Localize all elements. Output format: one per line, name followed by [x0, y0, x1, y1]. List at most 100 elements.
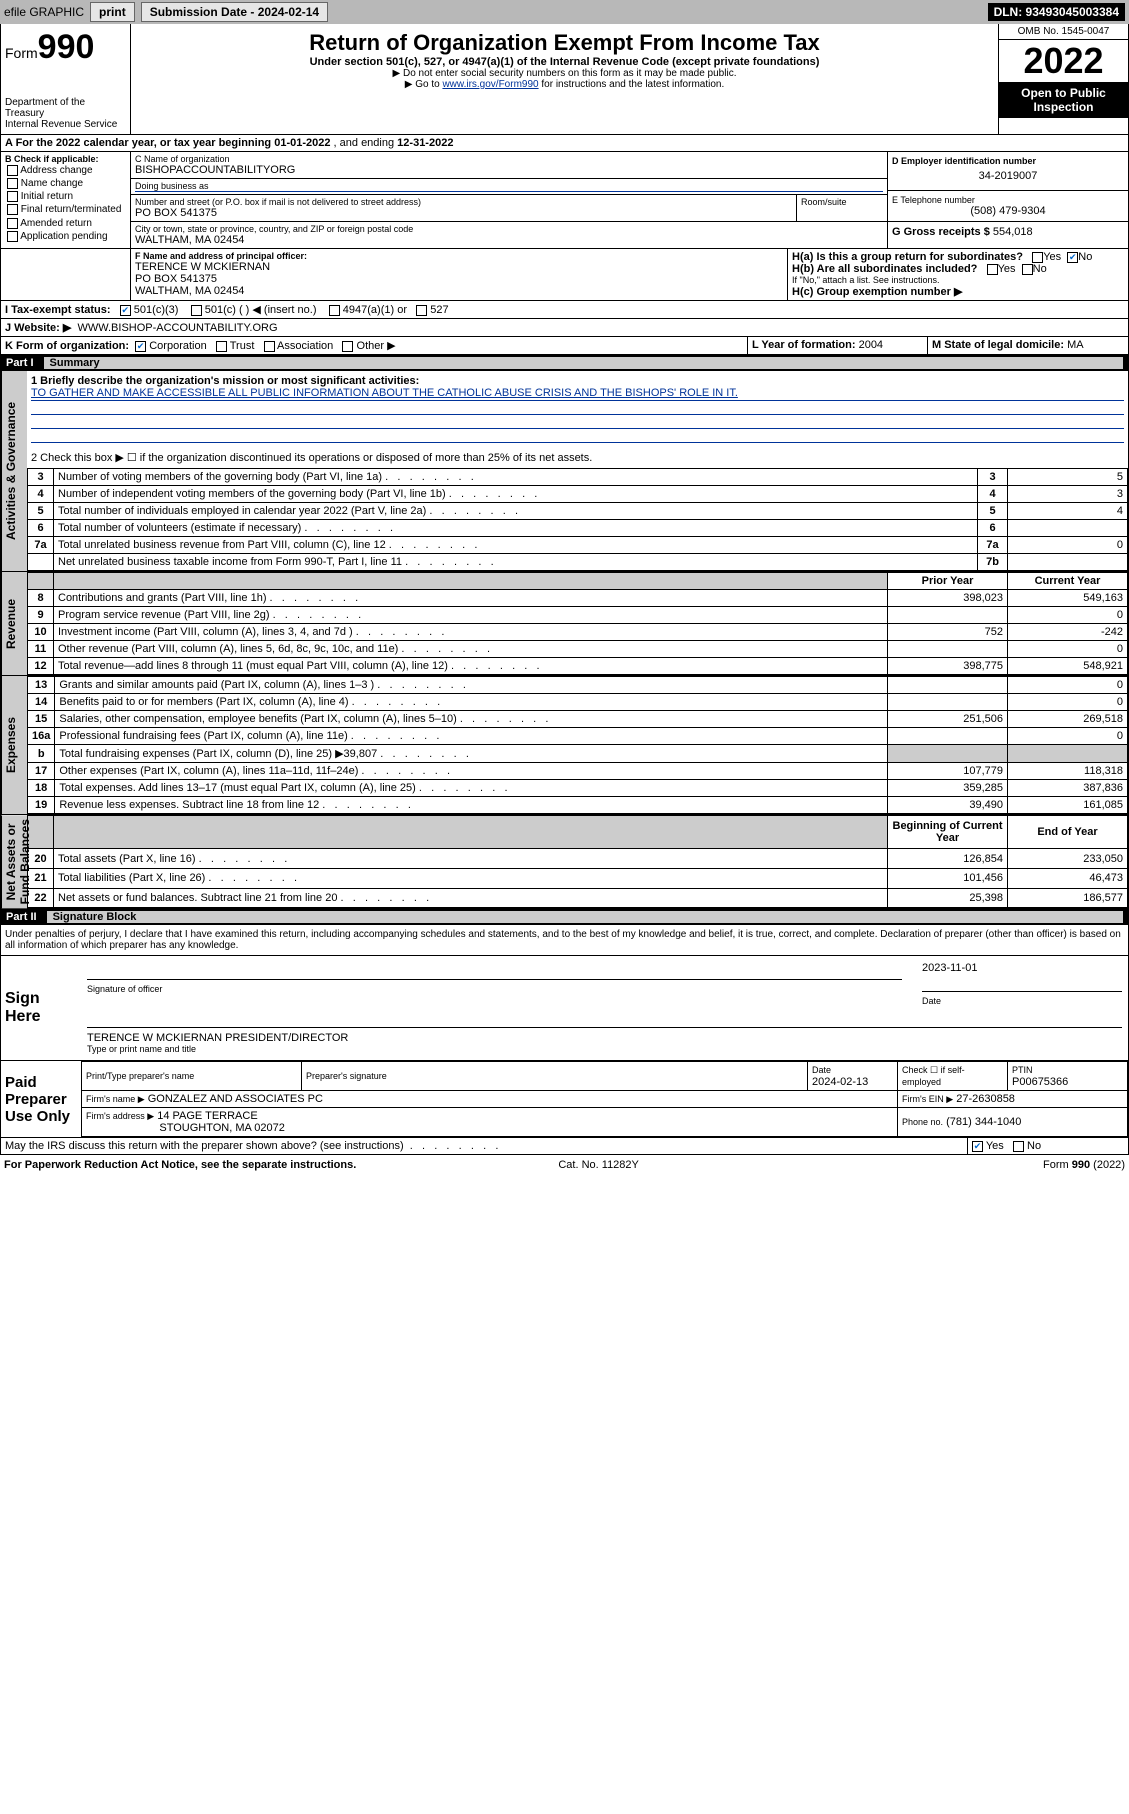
line2: 2 Check this box ▶ ☐ if the organization…	[31, 451, 1124, 464]
sig-name-line	[87, 1014, 1122, 1028]
officer-name: TERENCE W MCKIERNAN	[135, 261, 783, 273]
officer-addr2: WALTHAM, MA 02454	[135, 285, 783, 297]
table-row: Prior YearCurrent Year	[28, 573, 1128, 590]
part1-header: Part I Summary	[0, 355, 1129, 371]
street-label: Number and street (or P.O. box if mail i…	[135, 197, 792, 207]
chk-501c3[interactable]	[120, 305, 131, 316]
date-label: Date	[922, 996, 1122, 1006]
ha-no-lbl: No	[1078, 251, 1092, 263]
chk-4947[interactable]	[329, 305, 340, 316]
website: WWW.BISHOP-ACCOUNTABILITY.ORG	[77, 322, 277, 334]
no-label: No	[1027, 1140, 1041, 1152]
chk-address-change[interactable]: Address change	[5, 164, 126, 177]
box-i-label: I Tax-exempt status:	[5, 304, 111, 316]
opt-pending: Application pending	[20, 231, 107, 242]
opt-trust: Trust	[230, 340, 255, 352]
chk-final[interactable]: Final return/terminated	[5, 203, 126, 216]
print-button[interactable]: print	[90, 2, 135, 22]
part2-header: Part II Signature Block	[0, 909, 1129, 925]
table-row: 19Revenue less expenses. Subtract line 1…	[28, 797, 1128, 814]
table-row: 16aProfessional fundraising fees (Part I…	[28, 728, 1128, 745]
sig-officer-label: Signature of officer	[87, 984, 902, 994]
prep-self-label[interactable]: Check ☐ if self-employed	[902, 1065, 965, 1087]
opt-initial: Initial return	[21, 191, 73, 202]
officer-name-label: Type or print name and title	[87, 1044, 1122, 1054]
revenue-block: Revenue Prior YearCurrent Year8Contribut…	[0, 572, 1129, 676]
firm-ein-label: Firm's EIN ▶	[902, 1094, 953, 1104]
chk-527[interactable]	[416, 305, 427, 316]
firm-addr2: STOUGHTON, MA 02072	[159, 1122, 285, 1134]
table-row: 18Total expenses. Add lines 13–17 (must …	[28, 780, 1128, 797]
hb-yes[interactable]	[987, 264, 998, 275]
chk-corp[interactable]	[135, 341, 146, 352]
chk-trust[interactable]	[216, 341, 227, 352]
hb-no[interactable]	[1022, 264, 1033, 275]
city-label: City or town, state or province, country…	[135, 224, 883, 234]
part1-title: Summary	[44, 357, 1123, 369]
chk-other[interactable]	[342, 341, 353, 352]
table-row: bTotal fundraising expenses (Part IX, co…	[28, 745, 1128, 763]
period-end: 12-31-2022	[397, 137, 453, 149]
sig-line-officer[interactable]	[87, 966, 902, 980]
efile-label: efile GRAPHIC	[4, 5, 84, 19]
note2-post: for instructions and the latest informat…	[539, 79, 725, 90]
chk-pending[interactable]: Application pending	[5, 230, 126, 243]
open-inspection: Open to Public Inspection	[999, 82, 1128, 118]
box-f-label: F Name and address of principal officer:	[135, 251, 783, 261]
note-ssn: ▶ Do not enter social security numbers o…	[137, 68, 992, 79]
hb-label: H(b) Are all subordinates included?	[792, 263, 977, 275]
vlabel-rev: Revenue	[1, 572, 27, 675]
box-l-label: L Year of formation:	[752, 339, 856, 351]
footer-form: 990	[1072, 1159, 1090, 1171]
table-row: Beginning of Current YearEnd of Year	[28, 816, 1128, 849]
submission-date: Submission Date - 2024-02-14	[141, 2, 328, 22]
table-row: 5Total number of individuals employed in…	[28, 503, 1128, 520]
chk-assoc[interactable]	[264, 341, 275, 352]
table-row: 3Number of voting members of the governi…	[28, 469, 1128, 486]
rev-table: Prior YearCurrent Year8Contributions and…	[27, 572, 1128, 675]
mayirs-no[interactable]	[1013, 1141, 1024, 1152]
table-row: 10Investment income (Part VIII, column (…	[28, 624, 1128, 641]
table-row: Net unrelated business taxable income fr…	[28, 554, 1128, 571]
firm-name-label: Firm's name ▶	[86, 1094, 145, 1104]
hc-label: H(c) Group exemption number ▶	[792, 286, 962, 298]
ha-no[interactable]	[1067, 252, 1078, 263]
expenses-block: Expenses 13Grants and similar amounts pa…	[0, 676, 1129, 815]
city-val: WALTHAM, MA 02454	[135, 234, 883, 246]
ha-yes[interactable]	[1032, 252, 1043, 263]
form-number: Form990	[5, 28, 126, 67]
gov-table: 3Number of voting members of the governi…	[27, 468, 1128, 571]
tax-year: 2022	[999, 40, 1128, 82]
chk-amended[interactable]: Amended return	[5, 217, 126, 230]
mayirs-yes[interactable]	[972, 1141, 983, 1152]
ptin: P00675366	[1012, 1076, 1068, 1088]
box-g-label: G Gross receipts $	[892, 226, 990, 238]
chk-initial[interactable]: Initial return	[5, 190, 126, 203]
firm-addr-label: Firm's address ▶	[86, 1111, 154, 1121]
ein: 34-2019007	[892, 166, 1124, 186]
h-a: H(a) Is this a group return for subordin…	[792, 251, 1124, 263]
box-d-label: D Employer identification number	[892, 156, 1124, 166]
opt-assoc: Association	[277, 340, 333, 352]
chk-name-change[interactable]: Name change	[5, 177, 126, 190]
part2-no: Part II	[6, 911, 47, 923]
dln: DLN: 93493045003384	[988, 3, 1125, 21]
officer-printed: TERENCE W MCKIERNAN PRESIDENT/DIRECTOR	[87, 1032, 1122, 1044]
ha-yes-lbl: Yes	[1043, 251, 1061, 263]
opt-501c3: 501(c)(3)	[134, 304, 179, 316]
gross-receipts: 554,018	[993, 226, 1033, 238]
chk-501c[interactable]	[191, 305, 202, 316]
na-table: Beginning of Current YearEnd of Year20To…	[27, 815, 1128, 908]
irs-link[interactable]: www.irs.gov/Form990	[442, 79, 538, 90]
table-row: 9Program service revenue (Part VIII, lin…	[28, 607, 1128, 624]
table-row: Firm's address ▶ 14 PAGE TERRACE STOUGHT…	[82, 1108, 1128, 1137]
footer: For Paperwork Reduction Act Notice, see …	[0, 1155, 1129, 1175]
i-row: I Tax-exempt status: 501(c)(3) 501(c) ( …	[0, 301, 1129, 319]
room-label: Room/suite	[801, 197, 883, 207]
ha-label: H(a) Is this a group return for subordin…	[792, 251, 1023, 263]
table-row: 21Total liabilities (Part X, line 26)101…	[28, 869, 1128, 889]
h-c: H(c) Group exemption number ▶	[792, 285, 1124, 298]
period-row: A For the 2022 calendar year, or tax yea…	[0, 135, 1129, 152]
hb-yes-lbl: Yes	[998, 263, 1016, 275]
box-c-label: C Name of organization	[135, 154, 883, 164]
